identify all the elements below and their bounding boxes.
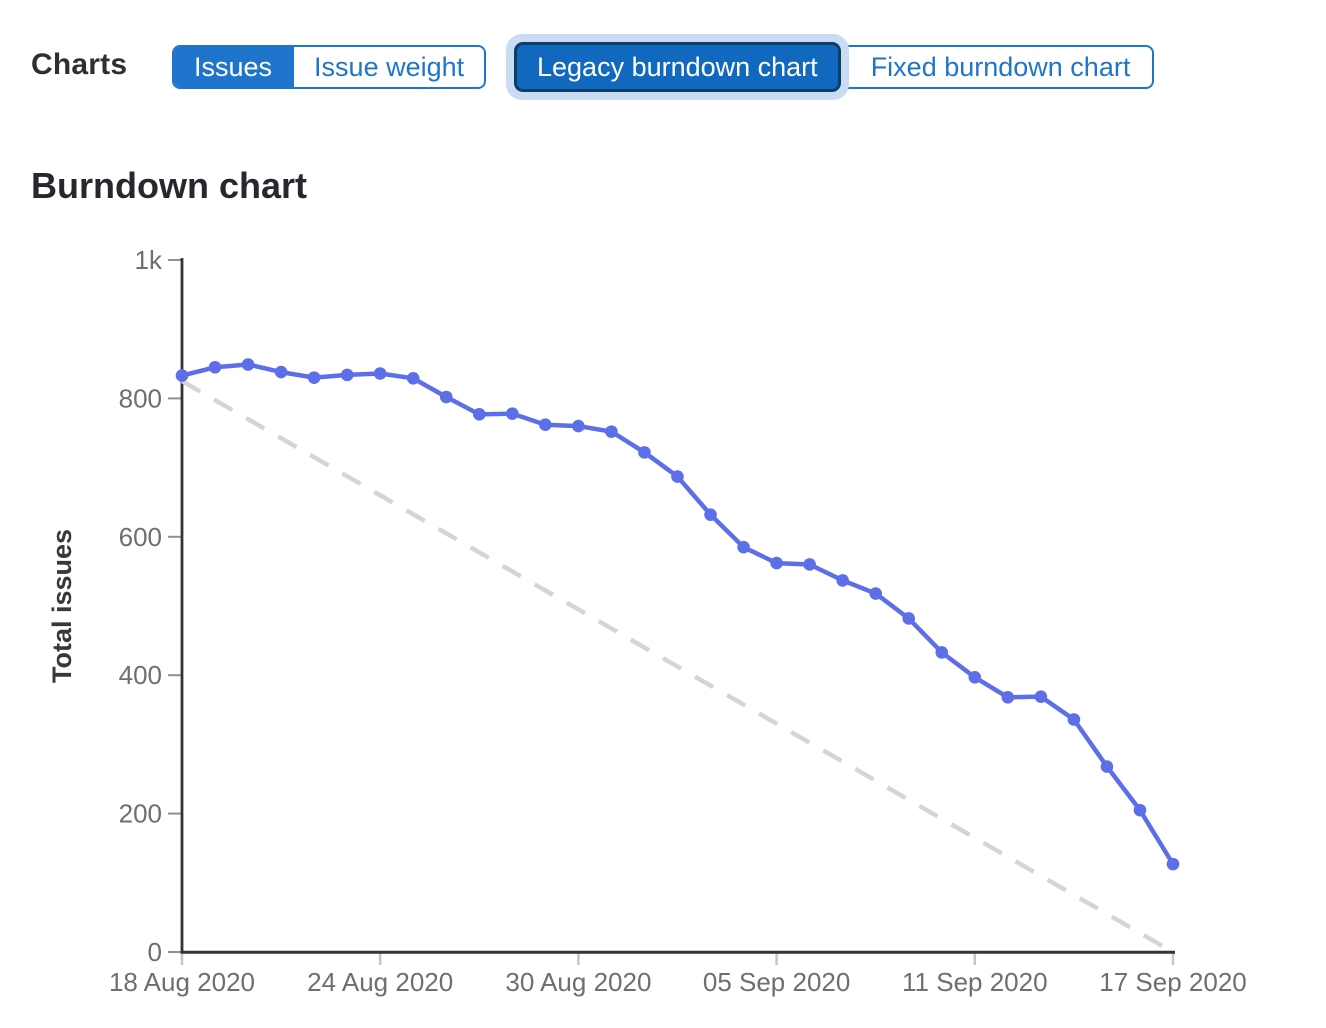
- data-point[interactable]: [671, 470, 684, 483]
- y-tick-label: 200: [119, 799, 162, 829]
- chart-controls: Charts Issues Issue weight Legacy burndo…: [0, 0, 1326, 140]
- data-point[interactable]: [1034, 690, 1048, 703]
- data-point[interactable]: [506, 407, 519, 420]
- data-point[interactable]: [439, 390, 453, 404]
- data-point[interactable]: [340, 368, 354, 382]
- legacy-burndown-chart-button[interactable]: Legacy burndown chart: [517, 45, 838, 89]
- data-point[interactable]: [737, 540, 750, 554]
- data-point[interactable]: [935, 646, 949, 659]
- data-point[interactable]: [638, 446, 651, 459]
- issues-series-line: [179, 362, 1176, 867]
- data-point[interactable]: [770, 556, 783, 570]
- x-tick-label: 24 Aug 2020: [307, 967, 453, 997]
- y-axis-title: Total issues: [47, 529, 77, 683]
- data-point[interactable]: [241, 358, 255, 371]
- data-point[interactable]: [373, 367, 387, 380]
- data-point[interactable]: [869, 587, 882, 600]
- data-point[interactable]: [836, 574, 849, 587]
- data-point[interactable]: [1067, 713, 1081, 726]
- data-point[interactable]: [175, 369, 189, 382]
- x-tick-label: 18 Aug 2020: [109, 967, 255, 997]
- x-tick-label: 11 Sep 2020: [902, 967, 1048, 997]
- x-tick-label: 17 Sep 2020: [1099, 967, 1246, 997]
- variant-toggle-group: Legacy burndown chart Fixed burndown cha…: [517, 45, 1155, 89]
- data-point[interactable]: [902, 612, 916, 625]
- data-point[interactable]: [406, 372, 420, 385]
- data-point[interactable]: [1100, 760, 1114, 773]
- fixed-burndown-chart-button[interactable]: Fixed burndown chart: [838, 45, 1155, 89]
- toggle-issue-weight-button[interactable]: Issue weight: [292, 47, 485, 87]
- data-point[interactable]: [473, 408, 486, 421]
- page-title: Burndown chart: [31, 165, 307, 206]
- toggle-issues-button[interactable]: Issues: [174, 47, 293, 87]
- x-tick-label: 30 Aug 2020: [505, 967, 651, 997]
- data-point[interactable]: [1166, 857, 1180, 871]
- y-tick-label: 800: [119, 383, 162, 413]
- data-point[interactable]: [274, 365, 288, 379]
- y-tick-label: 600: [119, 522, 162, 552]
- data-point[interactable]: [208, 360, 222, 374]
- metric-toggle-group: Issues Issue weight: [172, 45, 487, 89]
- y-tick-label: 400: [119, 660, 162, 690]
- data-point[interactable]: [704, 508, 717, 521]
- data-point[interactable]: [539, 418, 552, 431]
- data-point[interactable]: [605, 425, 618, 438]
- x-tick-label: 05 Sep 2020: [703, 967, 850, 997]
- y-tick-label: 0: [148, 937, 162, 967]
- data-point[interactable]: [307, 371, 321, 384]
- data-point[interactable]: [803, 558, 816, 571]
- data-point[interactable]: [968, 670, 982, 684]
- data-point[interactable]: [1133, 803, 1147, 817]
- charts-label: Charts: [31, 48, 128, 81]
- ideal-burndown-guideline: [180, 379, 1175, 954]
- data-point[interactable]: [572, 419, 585, 433]
- data-point[interactable]: [1001, 691, 1015, 704]
- y-tick-label: 1k: [135, 245, 163, 275]
